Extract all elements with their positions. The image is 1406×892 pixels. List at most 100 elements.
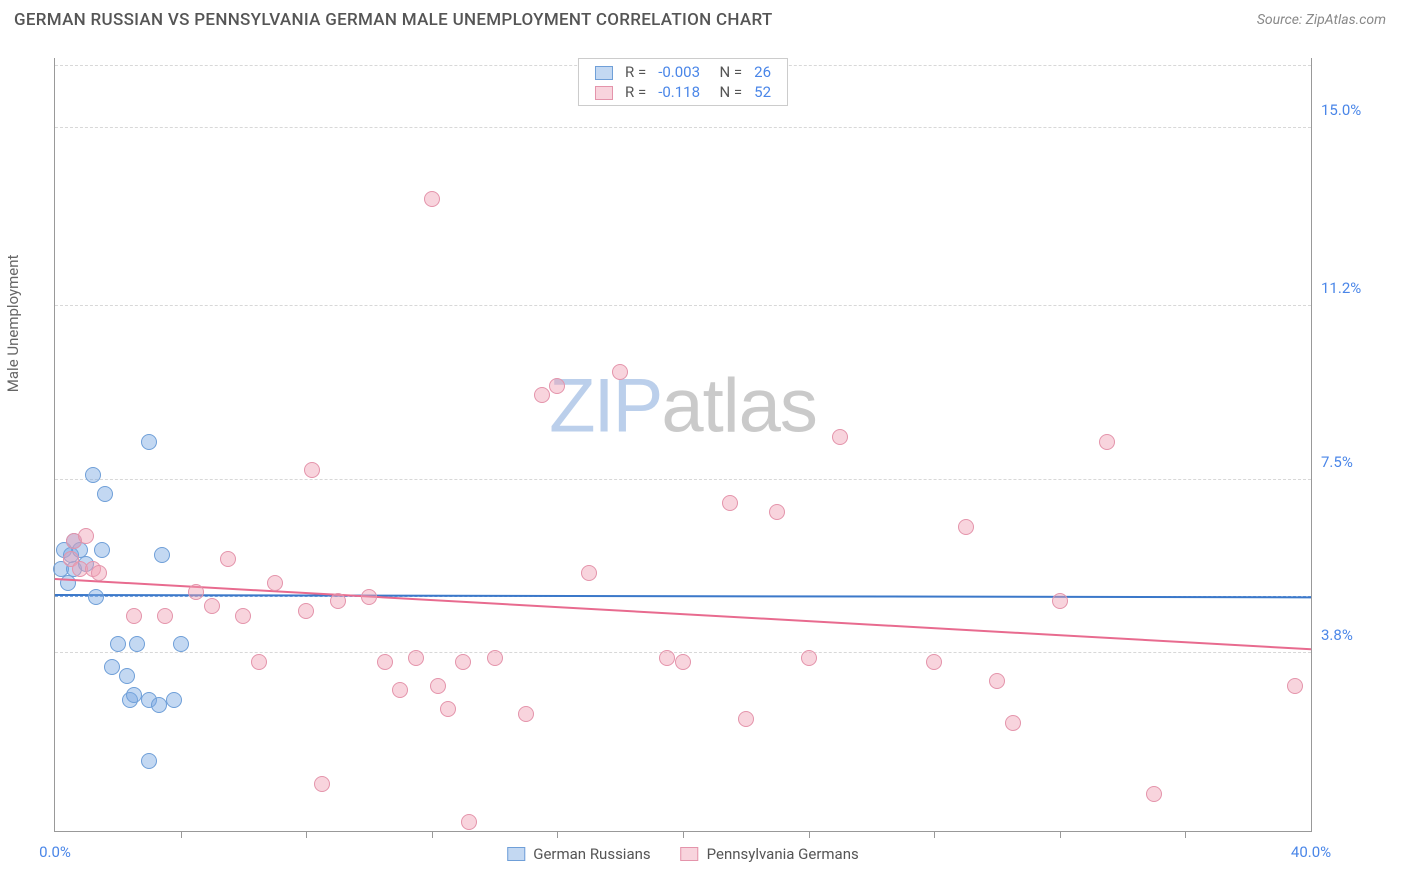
x-tick	[557, 831, 558, 838]
series-1-swatch	[595, 66, 613, 80]
data-point	[97, 486, 113, 502]
data-point	[1052, 593, 1068, 609]
data-point	[440, 701, 456, 717]
data-point	[487, 650, 503, 666]
data-point	[141, 434, 157, 450]
data-point	[88, 589, 104, 605]
plot-area: ZIPatlas R = -0.003 N = 26 R = -0.118 N …	[54, 58, 1312, 832]
data-point	[85, 467, 101, 483]
series-legend: German Russians Pennsylvania Germans	[507, 845, 859, 863]
data-point	[361, 589, 377, 605]
source-attribution: Source: ZipAtlas.com	[1257, 12, 1386, 28]
series-1-r-value: -0.003	[652, 62, 706, 82]
gridline	[55, 652, 1311, 653]
r-label: R =	[619, 62, 652, 82]
x-tick	[1185, 831, 1186, 838]
x-tick	[432, 831, 433, 838]
data-point	[430, 678, 446, 694]
data-point	[314, 776, 330, 792]
data-point	[151, 697, 167, 713]
data-point	[154, 547, 170, 563]
data-point	[801, 650, 817, 666]
data-point	[94, 542, 110, 558]
data-point	[298, 603, 314, 619]
data-point	[1287, 678, 1303, 694]
x-tick-label: 40.0%	[1291, 843, 1331, 861]
data-point	[518, 706, 534, 722]
data-point	[549, 378, 565, 394]
data-point	[424, 191, 440, 207]
data-point	[141, 753, 157, 769]
data-point	[534, 387, 550, 403]
data-point	[235, 608, 251, 624]
series-2-swatch	[595, 86, 613, 100]
data-point	[832, 429, 848, 445]
legend-swatch-2	[681, 847, 699, 861]
data-point	[220, 551, 236, 567]
data-point	[392, 682, 408, 698]
data-point	[926, 654, 942, 670]
data-point	[738, 711, 754, 727]
data-point	[91, 565, 107, 581]
legend-item-2: Pennsylvania Germans	[681, 845, 859, 863]
data-point	[119, 668, 135, 684]
data-point	[455, 654, 471, 670]
data-point	[408, 650, 424, 666]
n-label: N =	[706, 82, 748, 102]
data-point	[989, 673, 1005, 689]
x-tick	[683, 831, 684, 838]
legend-swatch-1	[507, 847, 525, 861]
r-label: R =	[619, 82, 652, 102]
data-point	[461, 814, 477, 830]
legend-label-2: Pennsylvania Germans	[707, 845, 859, 863]
data-point	[612, 364, 628, 380]
data-point	[157, 608, 173, 624]
data-point	[1146, 786, 1162, 802]
x-tick-label: 0.0%	[39, 843, 71, 861]
data-point	[126, 687, 142, 703]
data-point	[204, 598, 220, 614]
chart-container: Male Unemployment ZIPatlas R = -0.003 N …	[14, 40, 1392, 882]
x-tick	[1060, 831, 1061, 838]
data-point	[188, 584, 204, 600]
x-tick	[181, 831, 182, 838]
gridline	[55, 305, 1311, 306]
watermark-zip: ZIP	[549, 363, 661, 448]
correlation-legend: R = -0.003 N = 26 R = -0.118 N = 52	[578, 58, 788, 106]
x-tick	[934, 831, 935, 838]
gridline	[55, 127, 1311, 128]
data-point	[377, 654, 393, 670]
series-2-r-value: -0.118	[652, 82, 706, 102]
data-point	[330, 593, 346, 609]
data-point	[78, 528, 94, 544]
data-point	[1005, 715, 1021, 731]
gridline	[55, 479, 1311, 480]
x-tick	[306, 831, 307, 838]
data-point	[129, 636, 145, 652]
y-tick-label: 7.5%	[1321, 453, 1381, 471]
y-tick-label: 15.0%	[1321, 101, 1381, 119]
data-point	[104, 659, 120, 675]
data-point	[304, 462, 320, 478]
data-point	[251, 654, 267, 670]
watermark-atlas: atlas	[661, 363, 817, 448]
data-point	[769, 504, 785, 520]
watermark: ZIPatlas	[549, 362, 817, 449]
data-point	[267, 575, 283, 591]
y-tick-label: 3.8%	[1321, 626, 1381, 644]
data-point	[173, 636, 189, 652]
data-point	[126, 608, 142, 624]
series-2-n-value: 52	[748, 82, 777, 102]
correlation-row-1: R = -0.003 N = 26	[589, 62, 777, 82]
data-point	[1099, 434, 1115, 450]
n-label: N =	[706, 62, 748, 82]
data-point	[60, 575, 76, 591]
chart-header: GERMAN RUSSIAN VS PENNSYLVANIA GERMAN MA…	[0, 0, 1406, 38]
y-axis-label: Male Unemployment	[4, 255, 22, 393]
y-tick-label: 11.2%	[1321, 279, 1381, 297]
data-point	[659, 650, 675, 666]
correlation-row-2: R = -0.118 N = 52	[589, 82, 777, 102]
data-point	[581, 565, 597, 581]
x-tick	[809, 831, 810, 838]
legend-item-1: German Russians	[507, 845, 650, 863]
